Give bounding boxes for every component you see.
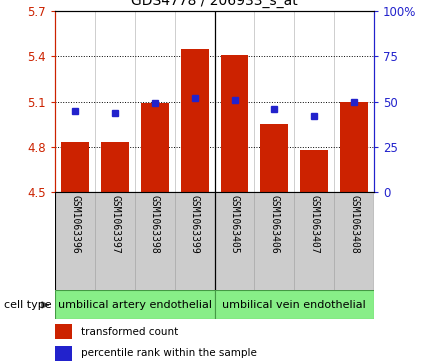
Text: GSM1063396: GSM1063396 <box>70 195 80 254</box>
Bar <box>215 290 374 319</box>
Text: GSM1063407: GSM1063407 <box>309 195 319 254</box>
Bar <box>61 142 89 192</box>
Bar <box>55 346 72 361</box>
Text: umbilical artery endothelial: umbilical artery endothelial <box>58 300 212 310</box>
Bar <box>181 49 209 192</box>
Bar <box>300 150 328 192</box>
Text: GSM1063397: GSM1063397 <box>110 195 120 254</box>
Text: cell type: cell type <box>4 300 52 310</box>
Text: percentile rank within the sample: percentile rank within the sample <box>81 348 257 358</box>
Bar <box>55 192 95 290</box>
Bar <box>261 124 288 192</box>
Bar <box>175 192 215 290</box>
Text: GSM1063406: GSM1063406 <box>269 195 279 254</box>
Text: GSM1063405: GSM1063405 <box>230 195 240 254</box>
Bar <box>135 192 175 290</box>
Bar <box>221 55 249 192</box>
Text: umbilical vein endothelial: umbilical vein endothelial <box>222 300 366 310</box>
Bar <box>340 102 368 192</box>
Bar <box>141 103 169 192</box>
Text: GSM1063399: GSM1063399 <box>190 195 200 254</box>
Bar <box>55 324 72 339</box>
Title: GDS4778 / 206933_s_at: GDS4778 / 206933_s_at <box>131 0 298 8</box>
Bar <box>255 192 294 290</box>
Text: GSM1063408: GSM1063408 <box>349 195 359 254</box>
Bar <box>95 192 135 290</box>
Text: transformed count: transformed count <box>81 327 178 337</box>
Bar <box>294 192 334 290</box>
Bar <box>215 192 255 290</box>
Text: GSM1063398: GSM1063398 <box>150 195 160 254</box>
Bar <box>334 192 374 290</box>
Bar <box>55 290 215 319</box>
Bar <box>101 142 129 192</box>
